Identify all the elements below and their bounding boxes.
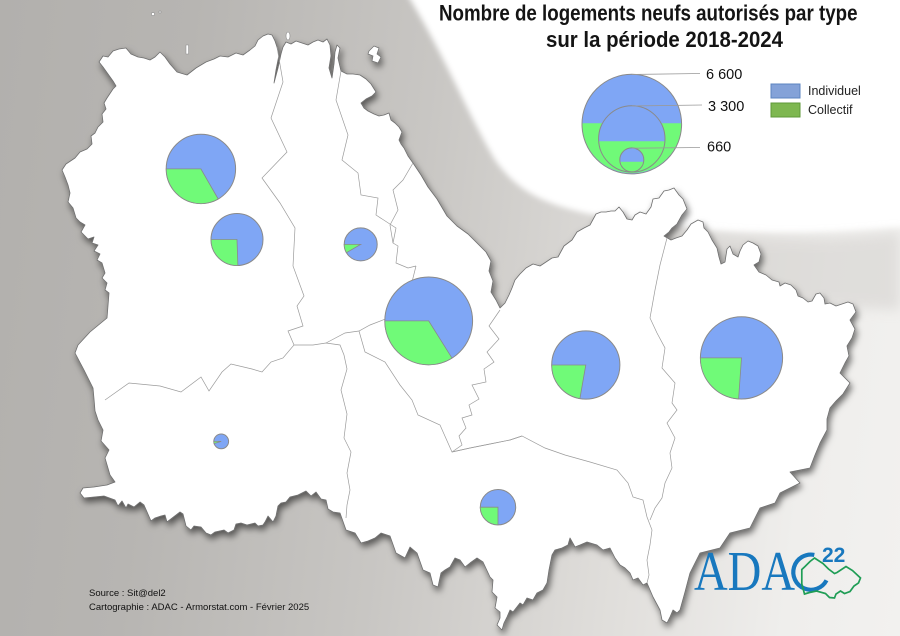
svg-text:Source : Sit@del2: Source : Sit@del2 xyxy=(89,588,166,599)
svg-text:6 600: 6 600 xyxy=(706,67,742,83)
svg-text:Nombre de logements neufs auto: Nombre de logements neufs autorisés par … xyxy=(439,1,858,26)
svg-text:22: 22 xyxy=(822,544,845,567)
svg-text:sur la période 2018-2024: sur la période 2018-2024 xyxy=(546,27,783,52)
svg-text:Individuel: Individuel xyxy=(808,84,861,98)
svg-text:Cartographie : ADAC - Armorsta: Cartographie : ADAC - Armorstat.com - Fé… xyxy=(89,602,309,613)
svg-text:660: 660 xyxy=(707,140,731,156)
svg-text:ADA: ADA xyxy=(694,541,795,603)
svg-text:Collectif: Collectif xyxy=(808,103,853,117)
svg-text:3 300: 3 300 xyxy=(708,99,744,115)
